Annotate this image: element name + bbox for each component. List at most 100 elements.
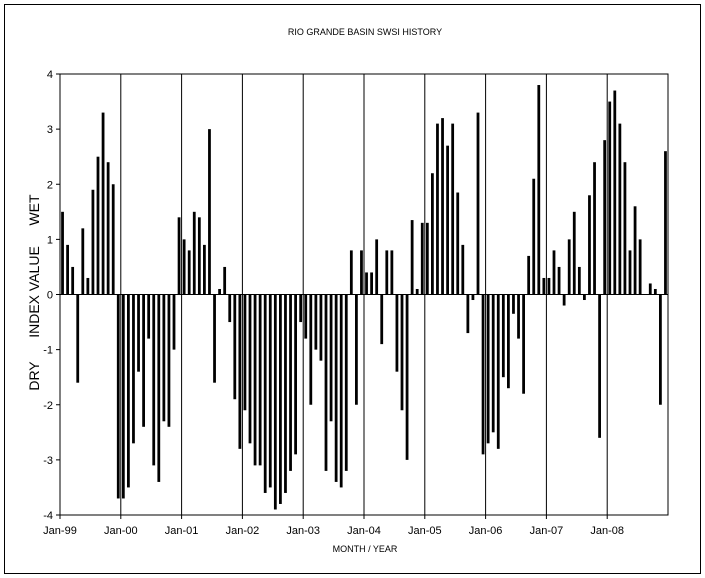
bar-month-79 (461, 244, 465, 295)
x-tick-label: Jan-08 (590, 525, 624, 537)
bar-month-48 (304, 294, 308, 339)
x-axis-ticks: Jan-99 Jan-00 Jan-01 Jan-02 Jan-03 Jan-04 Jan-… (43, 515, 624, 537)
x-tick-label: Jan-05 (408, 525, 442, 537)
bar-month-14 (132, 294, 135, 444)
bar-month-15 (137, 294, 140, 372)
bar-month-112 (628, 250, 632, 295)
bar-month-66 (395, 294, 399, 372)
chart-title: RIO GRANDE BASIN SWSI HISTORY (288, 27, 442, 37)
bar-month-34 (233, 294, 237, 400)
bar-month-119 (664, 151, 667, 295)
bar-month-21 (167, 294, 171, 427)
bar-month-69 (410, 220, 414, 295)
bar-month-107 (603, 140, 607, 295)
bar-month-52 (324, 294, 328, 471)
bar-month-65 (390, 250, 394, 295)
y-axis-title: INDEX VALUE (26, 246, 42, 338)
y-tick-label: -1 (43, 345, 53, 357)
y-axis-ticks: 4 3 2 1 0 -1 -2 -3 -4 (43, 69, 60, 522)
bar-month-0 (61, 211, 64, 295)
x-tick-label: Jan-00 (104, 525, 138, 537)
bar-month-91 (522, 294, 525, 394)
bar-month-11 (116, 294, 120, 499)
bar-month-1 (66, 244, 69, 295)
bar-month-42 (273, 294, 277, 510)
bar-month-103 (583, 294, 586, 301)
bar-month-67 (400, 294, 404, 411)
bar-month-93 (532, 178, 536, 295)
bar-month-106 (598, 294, 601, 438)
bar-month-76 (446, 145, 449, 295)
bar-month-78 (456, 192, 460, 295)
x-tick-label: Jan-99 (43, 525, 77, 537)
bar-month-85 (491, 294, 495, 433)
y-tick-label: -2 (43, 400, 53, 412)
bar-month-23 (177, 217, 181, 295)
bar-month-73 (431, 173, 434, 295)
bar-month-81 (471, 294, 475, 301)
bar-month-20 (162, 294, 166, 422)
bar-month-19 (157, 294, 161, 482)
bar-month-5 (86, 277, 90, 295)
bar-month-30 (213, 294, 216, 383)
y-axis-dry-label: DRY (26, 361, 42, 391)
bar-month-94 (537, 85, 541, 295)
bar-month-109 (613, 90, 617, 295)
bar-month-16 (142, 294, 145, 427)
x-tick-label: Jan-02 (226, 525, 260, 537)
bar-month-38 (253, 294, 257, 466)
bar-month-113 (633, 206, 637, 295)
bar-month-116 (648, 283, 652, 295)
bar-month-110 (618, 123, 622, 295)
bar-month-74 (436, 123, 439, 295)
bar-month-101 (572, 211, 576, 295)
y-tick-label: 3 (47, 124, 53, 136)
bar-month-22 (172, 294, 176, 350)
bar-month-98 (557, 266, 561, 295)
bar-month-37 (248, 294, 252, 444)
bar-month-83 (481, 294, 485, 455)
bar-month-58 (355, 294, 358, 405)
bar-month-31 (218, 288, 221, 295)
bar-month-88 (507, 294, 510, 389)
bar-month-56 (344, 294, 348, 471)
bar-month-51 (319, 294, 323, 361)
bar-month-64 (385, 250, 389, 295)
bar-month-26 (192, 211, 196, 295)
bar-month-72 (425, 222, 429, 295)
bar-month-59 (360, 250, 363, 295)
bar-month-87 (501, 294, 505, 378)
x-tick-label: Jan-06 (469, 525, 503, 537)
bar-month-4 (81, 228, 85, 295)
bar-month-114 (638, 239, 642, 295)
bar-month-28 (203, 244, 206, 295)
bar-month-90 (517, 294, 520, 339)
bar-month-13 (127, 294, 130, 488)
y-tick-label: -4 (43, 510, 53, 522)
bar-month-36 (243, 294, 247, 411)
bar-month-49 (309, 294, 313, 405)
bar-month-100 (567, 239, 571, 295)
bar-month-111 (623, 162, 627, 295)
y-axis-wet-label: WET (26, 194, 42, 226)
bar-month-117 (653, 288, 657, 295)
y-tick-label: -3 (43, 455, 53, 467)
bar-month-46 (294, 294, 297, 455)
bar-month-7 (96, 156, 100, 295)
bar-month-55 (339, 294, 343, 488)
bar-month-63 (380, 294, 384, 345)
bar-month-18 (152, 294, 156, 466)
chart-frame (4, 4, 701, 574)
bar-month-95 (542, 277, 546, 295)
bar-month-29 (208, 129, 211, 295)
bar-month-9 (106, 162, 110, 295)
bar-month-105 (593, 162, 596, 295)
bar-month-60 (365, 272, 368, 295)
bar-month-39 (258, 294, 262, 466)
bar-month-68 (405, 294, 409, 460)
y-tick-label: 1 (47, 234, 53, 246)
bar-month-6 (91, 189, 95, 295)
bar-month-53 (329, 294, 333, 422)
bar-month-102 (577, 266, 581, 295)
